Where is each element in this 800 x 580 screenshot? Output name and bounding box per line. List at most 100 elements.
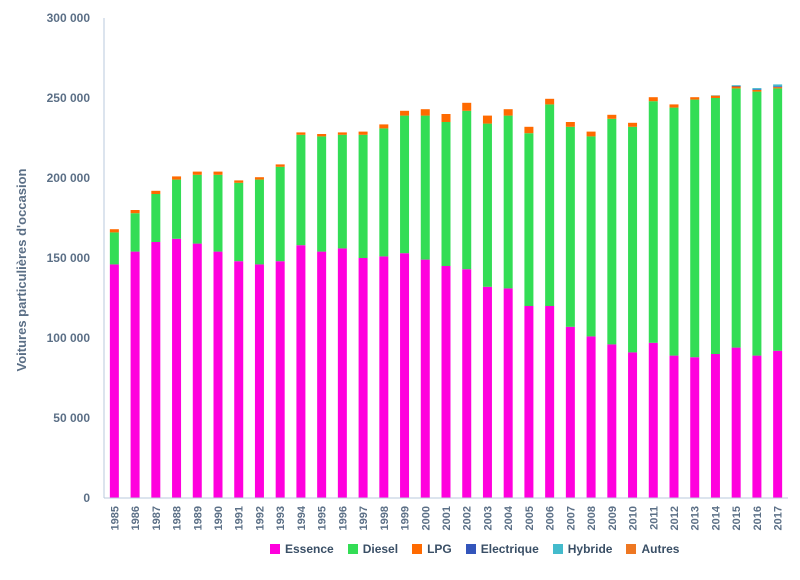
bar-segment-diesel-2002: [462, 111, 471, 269]
x-tick-label: 2006: [545, 506, 557, 530]
bar-segment-essence-2002: [462, 269, 471, 498]
bar-segment-diesel-2003: [483, 124, 492, 287]
legend-item-hybride: Hybride: [553, 542, 613, 556]
y-tick-label: 50 000: [53, 411, 90, 425]
bar-segment-lpg-2001: [442, 114, 451, 122]
legend-item-diesel: Diesel: [348, 542, 398, 556]
bar-segment-lpg-2015: [732, 86, 741, 88]
bar-segment-essence-2014: [711, 354, 720, 498]
legend-item-lpg: LPG: [412, 542, 452, 556]
legend-label: Hybride: [568, 542, 613, 556]
x-tick-label: 1991: [234, 506, 246, 530]
bar-segment-lpg-1993: [276, 164, 285, 166]
bar-segment-essence-2012: [670, 356, 679, 498]
bar-segment-lpg-2004: [504, 109, 513, 115]
x-tick-label: 2010: [628, 506, 640, 530]
bar-segment-essence-1986: [131, 252, 140, 498]
bar-segment-essence-2000: [421, 260, 430, 498]
bar-segment-diesel-1986: [131, 213, 140, 251]
x-tick-label: 2002: [462, 506, 474, 530]
bar-segment-essence-1988: [172, 239, 181, 498]
bar-segment-diesel-1985: [110, 232, 119, 264]
bar-segment-lpg-2016: [752, 90, 761, 92]
bar-segment-diesel-2010: [628, 127, 637, 353]
bar-segment-diesel-2001: [442, 122, 451, 266]
bar-segment-diesel-1995: [317, 136, 326, 251]
bar-segment-lpg-2005: [524, 127, 533, 133]
y-tick-label: 200 000: [47, 171, 91, 185]
bar-segment-lpg-1995: [317, 134, 326, 136]
bar-segment-lpg-2000: [421, 109, 430, 115]
bar-segment-lpg-2017: [773, 87, 782, 88]
legend-label: Essence: [285, 542, 334, 556]
bar-segment-diesel-1997: [359, 135, 368, 258]
x-tick-label: 1999: [400, 506, 412, 530]
legend-item-autres: Autres: [626, 542, 679, 556]
legend-swatch: [553, 544, 563, 554]
bar-segment-diesel-2011: [649, 101, 658, 343]
legend: Essence Diesel LPG Electrique Hybride Autres: [270, 540, 679, 558]
bar-segment-diesel-2004: [504, 116, 513, 289]
x-tick-label: 1997: [358, 506, 370, 530]
y-tick-label: 100 000: [47, 331, 91, 345]
bar-segment-lpg-1990: [214, 172, 223, 175]
bar-segment-essence-1987: [151, 242, 160, 498]
bar-segment-lpg-2010: [628, 123, 637, 127]
y-tick-label: 150 000: [47, 251, 91, 265]
bar-segment-essence-2001: [442, 266, 451, 498]
legend-label: LPG: [427, 542, 452, 556]
bar-segment-diesel-1992: [255, 180, 264, 265]
bar-segment-essence-2006: [545, 306, 554, 498]
x-tick-label: 2014: [710, 505, 722, 530]
bar-segment-diesel-1988: [172, 180, 181, 239]
bar-segment-essence-2016: [752, 356, 761, 498]
bar-segment-essence-2013: [690, 357, 699, 498]
x-tick-label: 1985: [109, 506, 121, 530]
bar-segment-lpg-1999: [400, 111, 409, 116]
bar-segment-lpg-1986: [131, 210, 140, 213]
bar-segment-diesel-1990: [214, 175, 223, 252]
x-tick-label: 2008: [586, 506, 598, 530]
x-tick-label: 2009: [607, 506, 619, 530]
bar-segment-essence-1989: [193, 244, 202, 498]
bar-segment-hybride-2016: [752, 88, 761, 89]
bar-segment-essence-1995: [317, 252, 326, 498]
bar-segment-essence-2007: [566, 327, 575, 498]
x-tick-label: 2012: [669, 506, 681, 530]
bar-segment-electrique-2016: [752, 89, 761, 90]
x-tick-label: 2013: [690, 506, 702, 530]
bar-segment-lpg-1996: [338, 132, 347, 134]
bar-segment-diesel-1998: [379, 128, 388, 256]
x-tick-label: 1992: [254, 506, 266, 530]
bars-group: [110, 84, 782, 498]
bar-segment-essence-2003: [483, 287, 492, 498]
x-tick-label: 2017: [773, 506, 785, 530]
bar-segment-essence-2009: [607, 344, 616, 498]
bar-segment-essence-2015: [732, 348, 741, 498]
bar-segment-lpg-2012: [670, 104, 679, 107]
bar-segment-diesel-1989: [193, 175, 202, 244]
bar-segment-hybride-2015: [732, 85, 741, 86]
bar-segment-diesel-2006: [545, 104, 554, 306]
bar-segment-essence-2008: [587, 336, 596, 498]
x-tick-label: 1990: [213, 506, 225, 530]
bar-segment-diesel-2000: [421, 116, 430, 260]
bar-segment-essence-1996: [338, 248, 347, 498]
bar-segment-lpg-1994: [296, 132, 305, 134]
x-tick-label: 1987: [151, 506, 163, 530]
bar-segment-lpg-1987: [151, 191, 160, 194]
x-tick-label: 2004: [503, 505, 515, 530]
legend-swatch: [270, 544, 280, 554]
y-axis-title-group: Voitures particulières d'occasion: [14, 168, 29, 371]
legend-label: Electrique: [481, 542, 539, 556]
legend-swatch: [412, 544, 422, 554]
bar-segment-essence-1997: [359, 258, 368, 498]
bar-segment-lpg-2011: [649, 97, 658, 101]
x-tick-label: 1989: [192, 506, 204, 530]
bar-segment-diesel-2015: [732, 88, 741, 347]
legend-swatch: [626, 544, 636, 554]
bar-segment-diesel-2007: [566, 127, 575, 327]
